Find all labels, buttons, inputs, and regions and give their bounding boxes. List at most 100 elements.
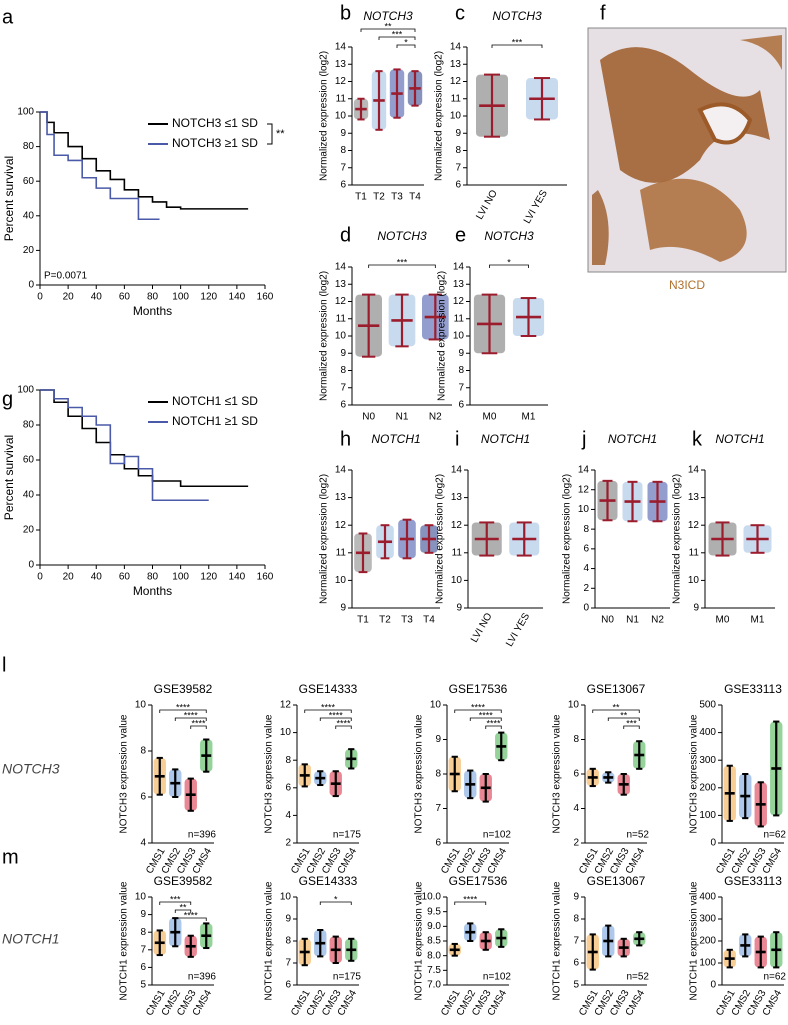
y-tick-label: 6 <box>583 543 589 554</box>
y-tick-label: 2 <box>285 838 291 849</box>
y-axis-label: Normalized expression (log2) <box>435 474 446 604</box>
significance: **** <box>463 894 478 904</box>
y-tick-label: 6 <box>140 792 146 803</box>
y-tick-label: 10 <box>335 111 347 122</box>
y-tick-label: 12 <box>451 520 463 531</box>
y-tick-label: 8.0 <box>427 950 441 961</box>
panel-letter: m <box>2 846 19 868</box>
y-tick-label: 400 <box>699 727 716 738</box>
x-tick-label: LVI NO <box>469 611 495 644</box>
y-tick-label: 0 <box>710 980 716 991</box>
sample-size: n=175 <box>333 972 362 983</box>
x-tick-label: T4 <box>409 192 421 203</box>
y-tick-label: 7 <box>340 162 346 173</box>
p-value: P=0.0071 <box>44 271 88 282</box>
significance-bracket <box>489 264 529 268</box>
y-tick-label: 12 <box>688 520 700 531</box>
row-label: NOTCH3 <box>2 761 60 777</box>
x-tick-label: 20 <box>63 572 75 583</box>
chart-title: GSE13067 <box>587 682 646 696</box>
y-tick-label: 14 <box>450 42 462 53</box>
significance-bracket <box>469 717 502 721</box>
y-tick-label: 10 <box>135 700 147 711</box>
x-tick-label: T3 <box>401 615 413 626</box>
y-tick-label: 11 <box>336 547 347 558</box>
significance-bracket <box>396 44 416 48</box>
y-tick-label: 10 <box>430 700 442 711</box>
y-axis-label: Percent survival <box>2 156 16 241</box>
y-tick-label: 20 <box>23 525 35 536</box>
y-tick-label: 8 <box>340 145 346 156</box>
y-tick-label: 6 <box>140 962 146 973</box>
x-tick-label: N0 <box>362 412 375 423</box>
y-tick-label: 100 <box>699 958 716 969</box>
chart-title: NOTCH3 <box>492 9 542 23</box>
significance-bracket <box>190 725 207 729</box>
significance: **** <box>184 910 199 920</box>
y-tick-label: 12 <box>453 296 465 307</box>
x-tick-label: T2 <box>379 615 391 626</box>
significance-bracket <box>335 725 352 729</box>
y-tick-label: 12 <box>280 700 292 711</box>
y-tick-label: 14 <box>451 465 463 476</box>
y-tick-label: 8 <box>140 746 146 757</box>
significance: * <box>334 894 338 904</box>
y-tick-label: 500 <box>699 700 716 711</box>
y-tick-label: 12 <box>335 520 347 531</box>
significance-bracket <box>159 901 192 905</box>
y-axis-label: Normalized expression (log2) <box>434 51 445 181</box>
y-tick-label: 4 <box>285 810 291 821</box>
y-tick-label: 14 <box>578 465 590 476</box>
y-tick-label: 10 <box>280 892 292 903</box>
x-tick-label: 40 <box>91 572 103 583</box>
significance: **** <box>471 702 486 712</box>
y-tick-label: 14 <box>335 465 347 476</box>
y-tick-label: 9 <box>458 348 464 359</box>
panel-letter: c <box>455 2 465 24</box>
row-label: NOTCH1 <box>2 931 60 947</box>
y-tick-label: 6 <box>340 180 346 191</box>
panel-letter: d <box>340 224 351 246</box>
y-tick-label: 4 <box>583 563 589 574</box>
y-tick-label: 11 <box>336 93 347 104</box>
legend-label: NOTCH1 ≤1 SD <box>172 394 258 408</box>
y-tick-label: 14 <box>688 465 700 476</box>
y-tick-label: 8 <box>573 734 579 745</box>
panel-letter: h <box>340 428 351 450</box>
significance-bracket <box>368 264 436 268</box>
x-tick-label: M0 <box>716 615 730 626</box>
x-tick-label: 160 <box>257 292 274 303</box>
y-tick-label: 8 <box>435 769 441 780</box>
y-tick-label: 6 <box>573 958 579 969</box>
y-tick-label: 13 <box>688 492 700 503</box>
y-tick-label: 200 <box>699 936 716 947</box>
y-tick-label: 10 <box>688 575 700 586</box>
y-tick-label: 9.5 <box>427 906 441 917</box>
chart-title: GSE39582 <box>154 682 213 696</box>
y-tick-label: 9 <box>140 909 146 920</box>
x-tick-label: 60 <box>119 292 131 303</box>
y-tick-label: 8.5 <box>427 936 441 947</box>
y-tick-label: 7 <box>140 944 146 955</box>
y-tick-label: 6 <box>285 980 291 991</box>
y-tick-label: 10 <box>451 575 463 586</box>
x-tick-label: 20 <box>63 292 75 303</box>
y-tick-label: 7 <box>340 382 346 393</box>
y-tick-label: 13 <box>335 59 347 70</box>
y-tick-label: 6 <box>285 782 291 793</box>
x-tick-label: T2 <box>373 192 385 203</box>
y-tick-label: 400 <box>699 892 716 903</box>
legend-label: NOTCH1 ≥1 SD <box>172 414 258 428</box>
x-tick-label: LVI YES <box>522 188 550 226</box>
y-axis-label: NOTCH1 expression value <box>552 881 563 1000</box>
y-axis-label: Normalized expression (log2) <box>319 271 330 401</box>
significance-bracket <box>623 725 640 729</box>
x-tick-label: 0 <box>37 292 43 303</box>
significance: **** <box>176 702 191 712</box>
legend-label: NOTCH3 ≥1 SD <box>172 136 258 150</box>
y-tick-label: 10 <box>280 727 292 738</box>
y-tick-label: 6 <box>573 769 579 780</box>
panel-letter: i <box>455 428 459 450</box>
sample-size: n=175 <box>333 830 362 841</box>
